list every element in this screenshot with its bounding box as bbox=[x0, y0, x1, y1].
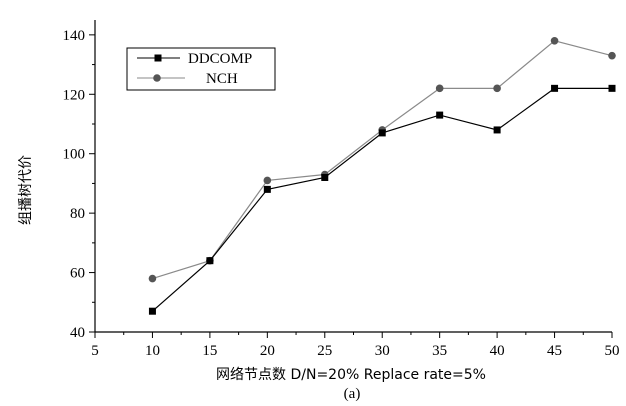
legend-marker-nch bbox=[153, 74, 161, 82]
series-line-ddcomp bbox=[152, 87, 612, 312]
data-point-ddcomp bbox=[436, 111, 444, 119]
x-tick-label: 10 bbox=[145, 343, 160, 359]
x-tick-label: 40 bbox=[490, 343, 505, 359]
x-tick-label: 25 bbox=[317, 343, 332, 359]
legend: DDCOMP NCH bbox=[126, 47, 276, 91]
y-tick-label: 140 bbox=[63, 28, 86, 44]
y-tick-label: 120 bbox=[63, 87, 86, 103]
y-axis-label: 组播树代价 bbox=[18, 155, 34, 225]
data-point-ddcomp bbox=[263, 185, 271, 193]
y-tick-label: 80 bbox=[70, 206, 85, 222]
y-tick-label: 100 bbox=[63, 147, 86, 163]
data-point-ddcomp bbox=[206, 257, 214, 265]
data-point-ddcomp bbox=[321, 173, 329, 181]
x-tick-label: 15 bbox=[202, 343, 217, 359]
x-ticks: 5 10 15 20 25 30 35 40 45 50 bbox=[91, 332, 620, 359]
data-point-nch bbox=[550, 37, 559, 45]
series-layer bbox=[148, 37, 616, 315]
y-ticks: 40 60 80 100 120 140 bbox=[63, 28, 95, 341]
x-tick-label: 45 bbox=[547, 343, 562, 359]
data-point-ddcomp bbox=[608, 84, 616, 92]
y-tick-label: 40 bbox=[70, 325, 85, 341]
data-point-nch bbox=[493, 84, 501, 93]
cropped-top-text bbox=[0, 0, 626, 6]
x-axis-label: 网络节点数 D/N=20% Replace rate=5% bbox=[216, 367, 486, 383]
legend-box bbox=[126, 47, 276, 91]
data-point-ddcomp bbox=[378, 129, 386, 137]
data-point-nch bbox=[263, 176, 272, 185]
legend-marker-ddcomp bbox=[154, 54, 162, 62]
data-point-ddcomp bbox=[493, 126, 501, 134]
x-tick-label: 50 bbox=[605, 343, 620, 359]
legend-label-ddcomp: DDCOMP bbox=[188, 51, 252, 67]
data-point-nch bbox=[148, 274, 157, 283]
y-tick-label: 60 bbox=[70, 266, 85, 282]
x-tick-label: 35 bbox=[432, 343, 447, 359]
data-point-ddcomp bbox=[551, 84, 559, 92]
legend-label-nch: NCH bbox=[206, 71, 238, 87]
data-point-nch bbox=[608, 51, 616, 60]
x-tick-label: 30 bbox=[375, 343, 390, 359]
x-tick-label: 20 bbox=[260, 343, 275, 359]
data-point-nch bbox=[435, 84, 444, 93]
data-point-ddcomp bbox=[148, 307, 156, 315]
chart-caption: (a) bbox=[344, 386, 361, 402]
x-tick-label: 5 bbox=[91, 343, 99, 359]
